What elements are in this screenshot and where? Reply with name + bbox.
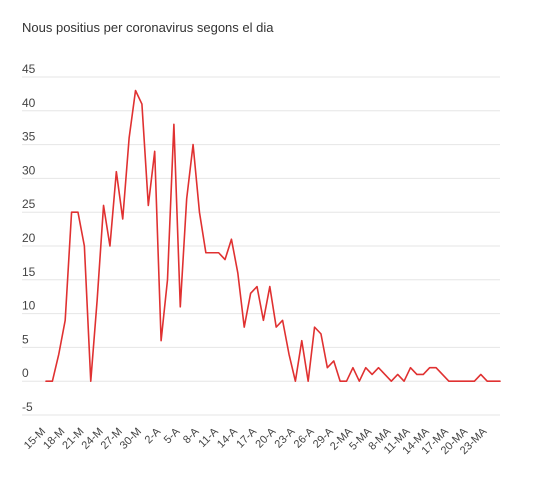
x-tick-label: 27-M [99, 426, 125, 452]
x-tick-label: 14-A [215, 425, 240, 450]
y-tick-label: 10 [22, 299, 36, 313]
x-tick-label: 30-M [118, 426, 144, 452]
y-tick-label: 25 [22, 197, 36, 211]
x-tick-label: 2-A [143, 425, 164, 446]
x-tick-label: 23-A [273, 425, 298, 450]
x-tick-label: 18-M [41, 426, 67, 452]
y-tick-label: 35 [22, 130, 36, 144]
x-tick-label: 5-A [162, 425, 183, 446]
x-tick-label: 17-A [234, 425, 259, 450]
y-tick-label: 20 [22, 231, 36, 245]
chart-title: Nous positius per coronavirus segons el … [22, 20, 274, 35]
x-tick-label: 15-M [22, 426, 48, 452]
y-tick-label: -5 [22, 400, 33, 414]
y-tick-label: 0 [22, 366, 29, 380]
x-tick-label: 26-A [292, 425, 317, 450]
y-tick-label: 40 [22, 96, 36, 110]
x-tick-label: 11-A [196, 425, 221, 450]
y-tick-label: 30 [22, 163, 36, 177]
series-line [45, 89, 501, 383]
y-tick-label: 5 [22, 332, 29, 346]
x-tick-label: 24-M [79, 426, 105, 452]
x-tick-label: 20-A [253, 425, 278, 450]
x-tick-label: 21-M [60, 426, 86, 452]
y-tick-label: 45 [22, 62, 36, 76]
y-tick-label: 15 [22, 265, 36, 279]
